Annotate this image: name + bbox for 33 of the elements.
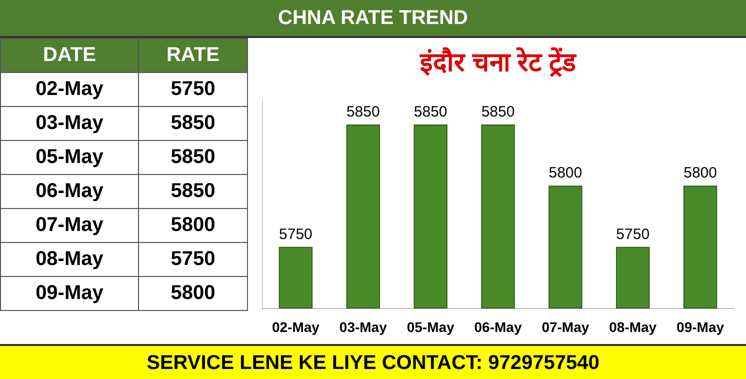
text: 5800	[138, 276, 248, 310]
data-label: 5750	[616, 226, 650, 243]
text: 08-May	[0, 242, 138, 276]
chart-title: इंदौर चना रेट ट्रेंड	[419, 47, 577, 77]
x-tick-label: 02-May	[272, 319, 320, 335]
x-tick-label: 03-May	[339, 319, 388, 335]
x-tick-label: 09-May	[676, 319, 724, 335]
text: 02-May	[0, 72, 138, 106]
text: 5800	[138, 208, 248, 242]
text: 5850	[138, 106, 248, 140]
text: 09-May	[0, 276, 138, 310]
chart-subtitle: CHNA RATE TREND	[0, 0, 746, 38]
x-tick-label: 07-May	[542, 319, 590, 335]
text: 5750	[138, 72, 248, 106]
x-tick-label: 08-May	[609, 319, 657, 335]
x-tick-label: 06-May	[474, 319, 522, 335]
text: 05-May	[0, 140, 138, 174]
data-label: 5850	[346, 103, 380, 120]
text: 07-May	[0, 208, 138, 242]
data-label: 5850	[414, 103, 448, 120]
x-tick-label: 05-May	[406, 319, 455, 335]
data-label: 5750	[279, 226, 312, 243]
text: 5850	[138, 140, 248, 174]
text: 06-May	[0, 174, 138, 208]
text: SERVICE LENE KE LIYE CONTACT: 9729757540	[0, 344, 746, 379]
text: DATE	[0, 38, 138, 72]
data-label: 5800	[548, 164, 582, 182]
text: 5750	[138, 242, 248, 276]
data-label: 5800	[684, 164, 717, 182]
text: 03-May	[0, 106, 138, 140]
text: 5850	[138, 174, 248, 208]
text: RATE	[138, 38, 248, 72]
data-label: 5850	[481, 103, 515, 120]
